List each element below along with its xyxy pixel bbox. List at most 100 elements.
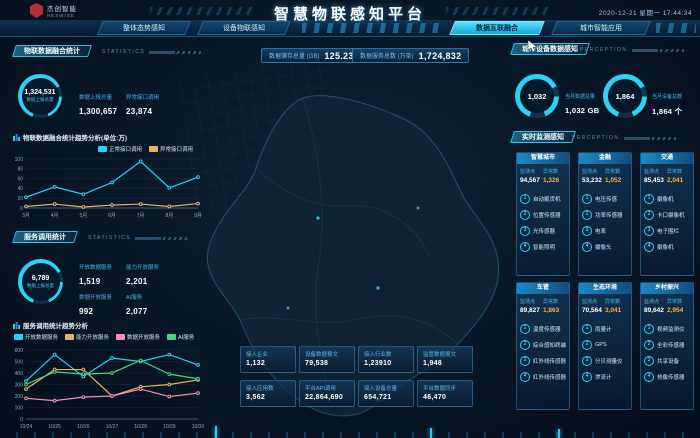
legend-item-ai[interactable]: AI服务: [167, 333, 194, 341]
sensor-item[interactable]: GPS: [582, 340, 628, 350]
legend-item-abnormal-calls[interactable]: 异常接口调用: [149, 145, 193, 153]
sensor-item[interactable]: 电压传感: [582, 194, 628, 204]
card-items: 电压传感 功率传感器 电表 摄像头: [579, 185, 631, 252]
stat-value: 23,874: [126, 107, 153, 116]
svg-text:10/29: 10/29: [163, 424, 176, 430]
logo-text: 杰创智能 NEXWISE: [47, 3, 77, 18]
sensor-item[interactable]: 智能照明: [520, 242, 566, 252]
svg-text:4月: 4月: [51, 213, 59, 219]
map-marker[interactable]: [416, 206, 420, 210]
gauge-detail: 1,032 GB: [565, 106, 600, 115]
legend-item-normal-calls[interactable]: 正常接口调用: [98, 145, 142, 153]
tab-label: 城市智能应用: [580, 25, 622, 32]
stat-value: 2,077: [126, 307, 148, 316]
legend-swatch: [167, 334, 177, 340]
mini-value: 654,721: [364, 394, 392, 401]
mini-value: 3,562: [246, 394, 266, 401]
legend-item-data-open[interactable]: 数据开放服务: [116, 333, 160, 341]
sensor-item[interactable]: 雨量计: [582, 324, 628, 334]
card-items: 自动贩货机 位置传感器 光传感器 智能照明: [517, 185, 569, 252]
sensor-item-label: 电子围栏: [657, 229, 680, 235]
sensor-item[interactable]: 摄像机: [644, 194, 690, 204]
point-value: 89,642: [644, 307, 664, 314]
card-header: 乡村振兴: [641, 283, 693, 294]
panel-title-realtime-monitor: 实时监测感知: [510, 131, 576, 143]
sensor-item[interactable]: 功率传感器: [582, 210, 628, 220]
sensor-item-label: 位置传感器: [533, 213, 561, 219]
sensor-item-label: 渗流计: [595, 375, 612, 381]
sensor-item-label: 摄像机: [657, 245, 674, 251]
chart-title-label: 物联数据融合统计趋势分析(单位:万): [23, 135, 127, 142]
svg-text:10/30: 10/30: [192, 424, 204, 430]
tab-city-apps[interactable]: 城市智能应用: [551, 21, 651, 35]
legend-item-capability[interactable]: 能力开放服务: [65, 333, 109, 341]
panel-title-label: 实时监测感知: [522, 134, 564, 141]
service-trend-legend: 开放数据服务 能力开放服务 数据开放服务 AI服务: [14, 333, 194, 341]
map-marker[interactable]: [316, 216, 320, 220]
tab-data-fusion[interactable]: 数据互联融合: [449, 21, 545, 35]
sensor-item[interactable]: 卡口摄像机: [644, 210, 690, 220]
sensor-item[interactable]: 光传感器: [520, 226, 566, 236]
sensor-item[interactable]: 热像传感器: [644, 372, 690, 382]
mini-stat-devices-total: 接入设备总量 654,721: [358, 380, 414, 407]
sensor-item-label: 红外线传感器: [533, 375, 566, 381]
service-trend-line-chart[interactable]: 0 100 200 300 400 500 600 10/24 10/25 10/26 10/27 1…: [10, 346, 204, 430]
card-items: 视频监测仪 全彩传感器 共享设备 热像传感器: [641, 315, 693, 382]
stat-label: 异常接口调用: [126, 95, 160, 101]
stat-label: AI服务: [126, 295, 143, 301]
sensor-item[interactable]: 分贝测量仪: [582, 356, 628, 366]
map-marker[interactable]: [286, 306, 290, 310]
sensor-item[interactable]: 摄像头: [582, 242, 628, 252]
sensor-item[interactable]: 共享设备: [644, 356, 690, 366]
tab-device-iot[interactable]: 设备物联感知: [197, 21, 291, 35]
legend-item-open-data[interactable]: 开放数据服务: [14, 333, 58, 341]
svg-text:500: 500: [15, 359, 24, 365]
city-map[interactable]: [168, 58, 552, 430]
sensor-item[interactable]: 电子围栏: [644, 226, 690, 236]
sensor-item[interactable]: 自动贩货机: [520, 194, 566, 204]
mini-label: 接入应用数: [246, 386, 274, 392]
iot-total-donut: 1,324,531 数据上报总量: [18, 74, 62, 118]
map-marker[interactable]: [376, 286, 380, 290]
sensor-card-ecology[interactable]: 生态环境 监测点 70,564 异常数 3,041 雨量计 GPS 分贝测量仪 渗流…: [578, 282, 632, 410]
svg-text:5月: 5月: [79, 213, 87, 219]
sensor-item-label: 电压传感: [595, 197, 618, 203]
sensor-item[interactable]: 综合感知终端: [520, 340, 566, 350]
stat-pill-service-total: 数据服务总数 (万条) 1,724,832: [352, 48, 470, 63]
sensor-item[interactable]: 电表: [582, 226, 628, 236]
card-stats: 监测点 85,453 异常数 2,041: [641, 164, 693, 185]
card-items: 雨量计 GPS 分贝测量仪 渗流计: [579, 315, 631, 382]
stat-open-data-service: 开放数据服务 1,519: [79, 256, 127, 286]
tab-overall-situation[interactable]: 整体态势感知: [97, 21, 191, 35]
panel-title-service-call-stats: 服务调用统计: [12, 231, 78, 243]
sensor-item[interactable]: 红外线传感器: [520, 372, 566, 382]
mini-label: 监管数据报文: [423, 352, 457, 358]
sensor-item[interactable]: 位置传感器: [520, 210, 566, 220]
mini-value: 1,948: [423, 360, 443, 367]
abnormal-label: 异常数: [667, 299, 683, 305]
sensor-item[interactable]: 摄像机: [644, 242, 690, 252]
sensor-card-smart-city[interactable]: 智慧城市 监测点 94,567 异常数 1,326 自动贩货机 位置传感器 光传感器…: [516, 152, 570, 276]
abnormal-value: 1,326: [543, 177, 560, 184]
card-stats: 监测点 70,564 异常数 3,041: [579, 294, 631, 315]
sensor-card-finance[interactable]: 金融 监测点 53,232 异常数 1,052 电压传感 功率传感器 电表 摄像头: [578, 152, 632, 276]
sensor-card-rural[interactable]: 乡村振兴 监测点 89,642 异常数 2,954 视频监测仪 全彩传感器 共享设备…: [640, 282, 694, 410]
mini-value: 1,132: [246, 360, 266, 367]
svg-text:600: 600: [15, 348, 24, 354]
iot-trend-line-chart[interactable]: 0 20 40 60 80 100 3月 4月 5月 6月 7月 8月 9月: [10, 155, 204, 219]
sensor-item[interactable]: 红外线传感器: [520, 356, 566, 366]
sensor-item[interactable]: 视频监测仪: [644, 324, 690, 334]
card-stats: 监测点 89,827 异常数 1,863: [517, 294, 569, 315]
gauge-detail: 1,864 个: [652, 107, 683, 116]
stat-value: 992: [79, 307, 94, 316]
svg-text:200: 200: [15, 394, 24, 400]
sensor-card-vehicle-admin[interactable]: 车管 监测点 89,827 异常数 1,863 温度传感器 综合感知终端 红外线传感…: [516, 282, 570, 410]
sensor-item[interactable]: 渗流计: [582, 372, 628, 382]
gauge-value: 1,032: [527, 91, 547, 101]
pill-label: 数据服务总数 (万条): [360, 54, 414, 60]
sensor-card-traffic[interactable]: 交通 监测点 85,453 异常数 2,041 摄像机 卡口摄像机 电子围栏 摄像机: [640, 152, 694, 276]
sensor-item[interactable]: 温度传感器: [520, 324, 566, 334]
card-items: 摄像机 卡口摄像机 电子围栏 摄像机: [641, 185, 693, 252]
sensor-item[interactable]: 全彩传感器: [644, 340, 690, 350]
svg-text:300: 300: [15, 382, 24, 388]
